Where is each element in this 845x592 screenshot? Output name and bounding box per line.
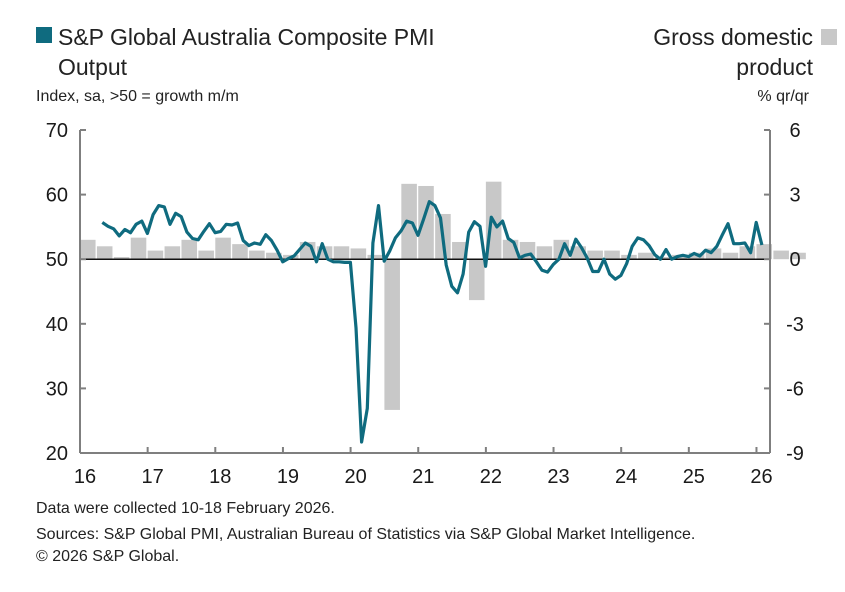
right-tick-label: 3 xyxy=(789,185,800,207)
x-tick-label: 17 xyxy=(142,466,164,488)
gdp-bar xyxy=(232,244,248,260)
gdp-bar xyxy=(536,246,553,260)
legend-gdp: Gross domestic product xyxy=(653,22,837,82)
left-tick-label: 60 xyxy=(46,185,68,207)
gdp-bar xyxy=(249,250,265,260)
left-tick-label: 40 xyxy=(46,314,68,336)
gdp-bar xyxy=(638,252,654,260)
gdp-bar xyxy=(452,241,468,260)
gdp-bar xyxy=(705,248,722,260)
gdp-bar xyxy=(266,252,282,260)
gdp-bar xyxy=(722,252,739,260)
gdp-legend-swatch xyxy=(821,29,837,45)
gdp-bar xyxy=(80,239,96,260)
legend-pmi-label-line1: S&P Global Australia Composite PMI xyxy=(58,24,435,50)
gdp-bar xyxy=(587,250,603,260)
left-tick-label: 50 xyxy=(46,249,68,271)
right-tick-label: 6 xyxy=(789,120,800,142)
gdp-bar xyxy=(384,259,400,410)
gdp-bar xyxy=(198,250,214,260)
footer-collected: Data were collected 10-18 February 2026. xyxy=(36,500,335,517)
x-tick-label: 16 xyxy=(74,466,96,488)
left-axis-unit: Index, sa, >50 = growth m/m xyxy=(36,88,239,105)
left-tick-label: 30 xyxy=(46,378,68,400)
x-tick-label: 22 xyxy=(480,466,502,488)
gdp-bar xyxy=(215,237,231,260)
gdp-bar xyxy=(147,250,164,260)
gdp-bar xyxy=(113,257,130,260)
right-tick-label: 0 xyxy=(789,249,800,271)
gdp-bar xyxy=(96,246,113,260)
x-tick-label: 20 xyxy=(344,466,366,488)
pmi-line xyxy=(101,200,764,444)
gdp-bar xyxy=(333,246,350,260)
right-axis-unit: % qr/qr xyxy=(757,88,809,105)
pmi-legend-swatch xyxy=(36,27,52,43)
gdp-bar xyxy=(164,246,181,260)
gdp-bar xyxy=(756,244,773,260)
x-tick-label: 21 xyxy=(412,466,434,488)
legend-pmi: S&P Global Australia Composite PMI Outpu… xyxy=(36,22,435,82)
right-tick-label: -3 xyxy=(786,314,804,336)
footer-sources: Sources: S&P Global PMI, Australian Bure… xyxy=(36,526,696,543)
footer-copyright: © 2026 S&P Global. xyxy=(36,548,180,565)
gdp-bar xyxy=(130,237,147,260)
gdp-bar xyxy=(468,259,485,301)
gdp-bar xyxy=(350,248,367,260)
right-tick-label: -9 xyxy=(786,443,804,465)
x-tick-label: 19 xyxy=(277,466,299,488)
gdp-bar xyxy=(367,254,384,260)
legend-gdp-label-line2: product xyxy=(736,54,813,80)
x-tick-label: 24 xyxy=(615,466,637,488)
left-tick-label: 70 xyxy=(46,120,68,142)
x-tick-label: 25 xyxy=(683,466,705,488)
x-tick-label: 26 xyxy=(750,466,772,488)
gdp-bar xyxy=(773,250,789,260)
x-tick-label: 23 xyxy=(547,466,569,488)
legend-gdp-label-line1: Gross domestic xyxy=(653,24,813,50)
legend-pmi-label-line2: Output xyxy=(58,54,128,80)
gdp-bar xyxy=(418,185,434,260)
x-tick-label: 18 xyxy=(209,466,231,488)
right-tick-label: -6 xyxy=(786,378,804,400)
gdp-bar xyxy=(181,239,198,260)
gdp-bar xyxy=(604,250,620,260)
gdp-bar xyxy=(790,252,806,260)
left-tick-label: 20 xyxy=(46,443,68,465)
